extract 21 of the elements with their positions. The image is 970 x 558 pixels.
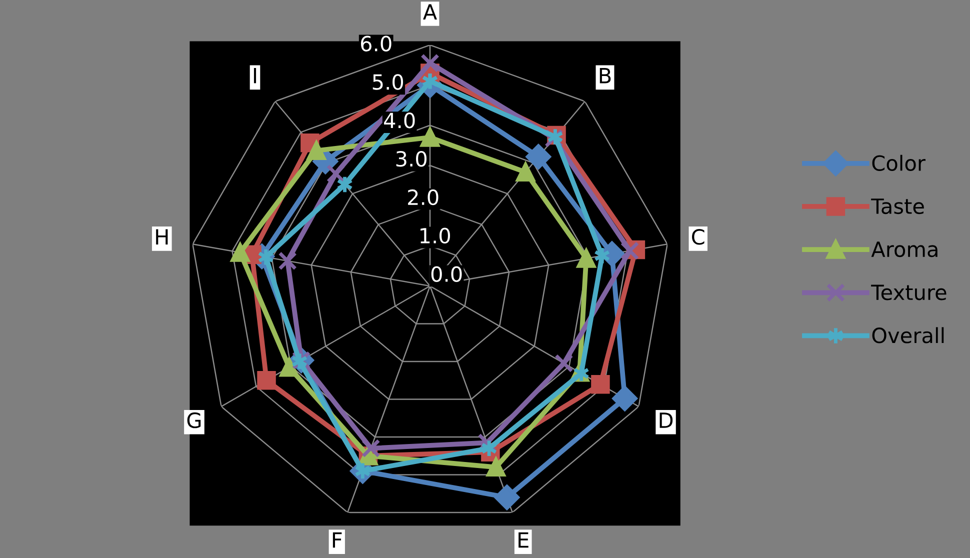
spoke-label: C [692, 229, 704, 245]
y-tick-label: 1.0 [420, 228, 450, 244]
legend-label: Texture [871, 284, 946, 300]
spoke-label: I [254, 68, 256, 84]
y-tick-label: 3.0 [396, 150, 427, 167]
y-tick-label: 0.0 [431, 266, 462, 282]
spoke-label: G [187, 412, 201, 428]
spoke-label: H [156, 229, 168, 244]
legend-label: Aroma [871, 242, 938, 258]
spoke-label: F [332, 532, 342, 548]
spoke-label: E [518, 532, 528, 548]
legend-label: Taste [871, 198, 924, 214]
spoke-label: A [423, 4, 437, 20]
legend-label: Color [872, 154, 926, 171]
y-tick-label: 4.0 [384, 112, 415, 128]
y-tick-label: 2.0 [408, 189, 438, 206]
y-tick-label: 6.0 [360, 36, 392, 52]
spoke-label: D [660, 412, 673, 428]
y-tick-label: 5.0 [372, 74, 404, 90]
spoke-label: B [600, 68, 611, 84]
legend-label: Overall [872, 327, 944, 344]
